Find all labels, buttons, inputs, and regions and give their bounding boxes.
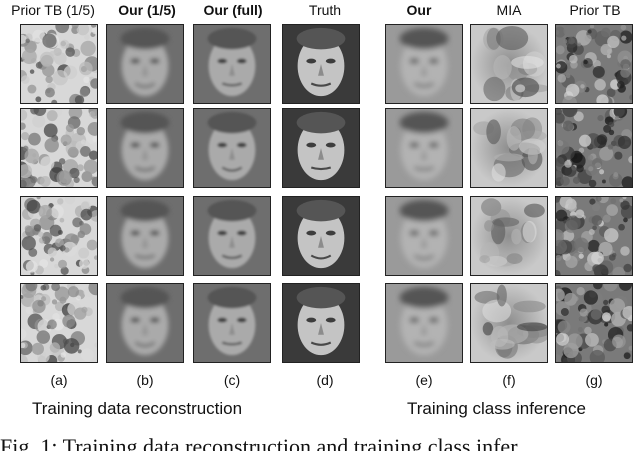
image-tile-a-4: [20, 283, 98, 363]
col-header-truth: Truth: [308, 2, 342, 18]
image-tile-f-1: [470, 24, 548, 104]
image-tile-c-3: [193, 196, 271, 276]
image-tile-b-1: [106, 24, 184, 104]
image-tile-e-2: [385, 108, 463, 188]
image-tile-a-3: [20, 196, 98, 276]
col-label-b: (b): [136, 372, 154, 388]
image-tile-d-2: [282, 108, 360, 188]
section-label-reconstruction: Training data reconstruction: [32, 399, 243, 418]
image-tile-e-4: [385, 283, 463, 363]
image-tile-b-2: [106, 108, 184, 188]
col-header-our-1-5: Our (1/5): [118, 2, 176, 18]
image-tile-d-1: [282, 24, 360, 104]
image-tile-b-4: [106, 283, 184, 363]
image-tile-b-3: [106, 196, 184, 276]
image-tile-f-2: [470, 108, 548, 188]
image-tile-f-3: [470, 196, 548, 276]
image-tile-a-2: [20, 108, 98, 188]
col-header-mia: MIA: [496, 2, 522, 18]
col-label-g: (g): [585, 372, 603, 388]
image-tile-e-3: [385, 196, 463, 276]
section-label-class-inference: Training class inference: [407, 399, 586, 418]
image-tile-d-3: [282, 196, 360, 276]
col-label-d: (d): [316, 372, 334, 388]
image-tile-g-2: [555, 108, 633, 188]
image-tile-d-4: [282, 283, 360, 363]
image-tile-f-4: [470, 283, 548, 363]
col-label-a: (a): [50, 372, 68, 388]
image-tile-g-1: [555, 24, 633, 104]
figure-caption: Fig. 1: Training data reconstruction and…: [0, 434, 518, 451]
image-tile-c-1: [193, 24, 271, 104]
col-label-e: (e): [415, 372, 433, 388]
col-label-c: (c): [223, 372, 241, 388]
image-tile-g-3: [555, 196, 633, 276]
col-header-our-full: Our (full): [203, 2, 263, 18]
col-header-prior-tb-1-5: Prior TB (1/5): [11, 2, 95, 18]
image-tile-e-1: [385, 24, 463, 104]
col-header-our: Our: [406, 2, 432, 18]
col-label-f: (f): [502, 372, 516, 388]
image-tile-c-4: [193, 283, 271, 363]
col-header-prior-tb: Prior TB: [569, 2, 621, 18]
image-tile-c-2: [193, 108, 271, 188]
image-tile-g-4: [555, 283, 633, 363]
image-tile-a-1: [20, 24, 98, 104]
